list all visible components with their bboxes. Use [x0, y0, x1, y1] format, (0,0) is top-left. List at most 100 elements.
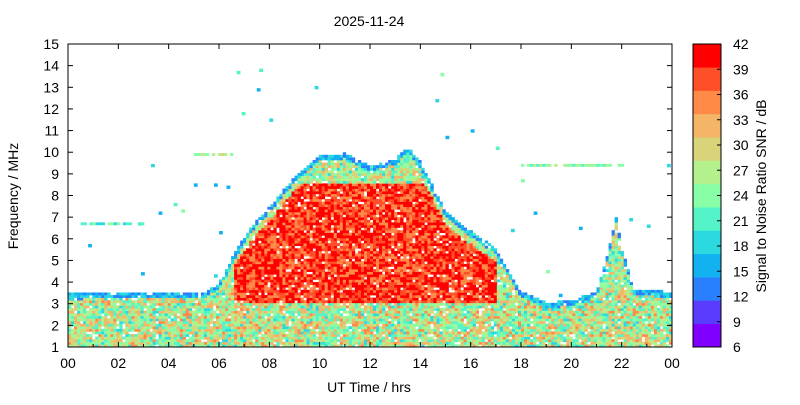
heatmap-cell: [122, 308, 126, 311]
heatmap-cell: [297, 214, 301, 218]
heatmap-cell: [379, 295, 383, 298]
heatmap-cell: [370, 297, 374, 301]
heatmap-cell: [77, 336, 81, 340]
heatmap-cell: [415, 258, 419, 262]
heatmap-cell: [412, 170, 416, 174]
heatmap-cell: [376, 261, 380, 265]
heatmap-cell: [418, 204, 422, 208]
heatmap-cell: [291, 300, 295, 304]
heatmap-cell: [348, 214, 353, 218]
heatmap-cell: [303, 287, 307, 291]
heatmap-cell: [297, 196, 301, 200]
heatmap-cell: [77, 305, 81, 309]
heatmap-cell: [107, 334, 111, 337]
heatmap-cell: [95, 292, 99, 296]
heatmap-cell: [421, 289, 425, 293]
heatmap-cell: [240, 302, 244, 306]
heatmap-cell: [197, 334, 202, 337]
heatmap-cell: [324, 318, 329, 322]
heatmap-cell: [318, 305, 322, 309]
heatmap-cell: [270, 282, 274, 285]
heatmap-cell: [261, 339, 265, 343]
heatmap-cell: [321, 240, 325, 244]
heatmap-cell: [354, 243, 359, 247]
heatmap-cell: [294, 305, 298, 309]
heatmap-cell: [291, 201, 295, 205]
heatmap-cell: [74, 321, 78, 324]
heatmap-cell: [143, 305, 147, 309]
heatmap-cell: [306, 302, 310, 306]
heatmap-cell: [339, 282, 344, 285]
heatmap-cell: [312, 318, 316, 322]
heatmap-cell: [125, 305, 129, 309]
heatmap-cell: [412, 326, 416, 330]
heatmap-cell: [303, 232, 307, 236]
heatmap-cell: [348, 227, 353, 231]
heatmap-cell: [418, 201, 422, 205]
heatmap-cell: [342, 334, 347, 337]
heatmap-cell: [261, 295, 265, 298]
heatmap-cell: [240, 269, 244, 272]
heatmap-cell: [282, 302, 286, 306]
heatmap-cell: [406, 209, 410, 213]
heatmap-cell: [370, 214, 374, 218]
heatmap-cell: [309, 240, 313, 244]
heatmap-cell: [107, 328, 111, 332]
heatmap-cell: [191, 326, 196, 330]
heatmap-cell: [125, 300, 129, 304]
heatmap-cell: [270, 243, 274, 247]
heatmap-cell: [240, 341, 244, 345]
heatmap-cell: [297, 253, 301, 257]
heatmap-cell: [206, 318, 211, 322]
heatmap-cell: [303, 284, 307, 288]
heatmap-cell: [385, 250, 389, 254]
heatmap-cell: [306, 289, 310, 293]
heatmap-cell: [294, 339, 298, 343]
heatmap-cell: [297, 310, 301, 314]
heatmap-cell: [143, 321, 147, 324]
heatmap-cell: [270, 206, 274, 210]
heatmap-cell: [282, 235, 286, 239]
heatmap-cell: [119, 305, 123, 309]
heatmap-cell: [215, 302, 220, 306]
heatmap-cell: [370, 313, 374, 317]
heatmap-cell: [345, 263, 350, 267]
heatmap-cell: [360, 211, 365, 215]
heatmap-cell: [237, 297, 241, 301]
heatmap-cell: [303, 302, 307, 306]
heatmap-cell: [212, 344, 217, 348]
heatmap-cell: [357, 284, 362, 288]
heatmap-cell: [342, 162, 347, 166]
heatmap-cell: [179, 341, 184, 345]
heatmap-cell: [321, 256, 325, 259]
heatmap-cell: [291, 292, 295, 296]
heatmap-cell: [80, 341, 84, 345]
heatmap-cell: [107, 292, 111, 296]
heatmap-cell: [149, 341, 153, 345]
heatmap-cell: [243, 274, 247, 278]
heatmap-cell: [291, 344, 295, 348]
heatmap-cell: [303, 318, 307, 322]
heatmap-cell: [200, 292, 205, 296]
heatmap-cell: [327, 310, 332, 314]
heatmap-cell: [249, 256, 253, 259]
heatmap-cell: [179, 344, 184, 348]
heatmap-cell: [318, 235, 322, 239]
heatmap-cell: [312, 191, 316, 195]
heatmap-cell: [261, 224, 265, 228]
heatmap-cell: [370, 209, 374, 213]
heatmap-cell: [297, 261, 301, 265]
heatmap-cell: [388, 256, 392, 259]
heatmap-cell: [400, 170, 404, 174]
heatmap-cell: [309, 201, 313, 205]
heatmap-cell: [397, 175, 401, 179]
heatmap-cell: [309, 297, 313, 301]
heatmap-cell: [206, 344, 211, 348]
heatmap-cell: [243, 263, 247, 267]
heatmap-cell: [409, 315, 413, 319]
heatmap-cell: [306, 232, 310, 236]
heatmap-cell: [373, 256, 377, 259]
heatmap-cell: [312, 302, 316, 306]
heatmap-cell: [333, 287, 338, 291]
heatmap-cell: [385, 344, 389, 348]
